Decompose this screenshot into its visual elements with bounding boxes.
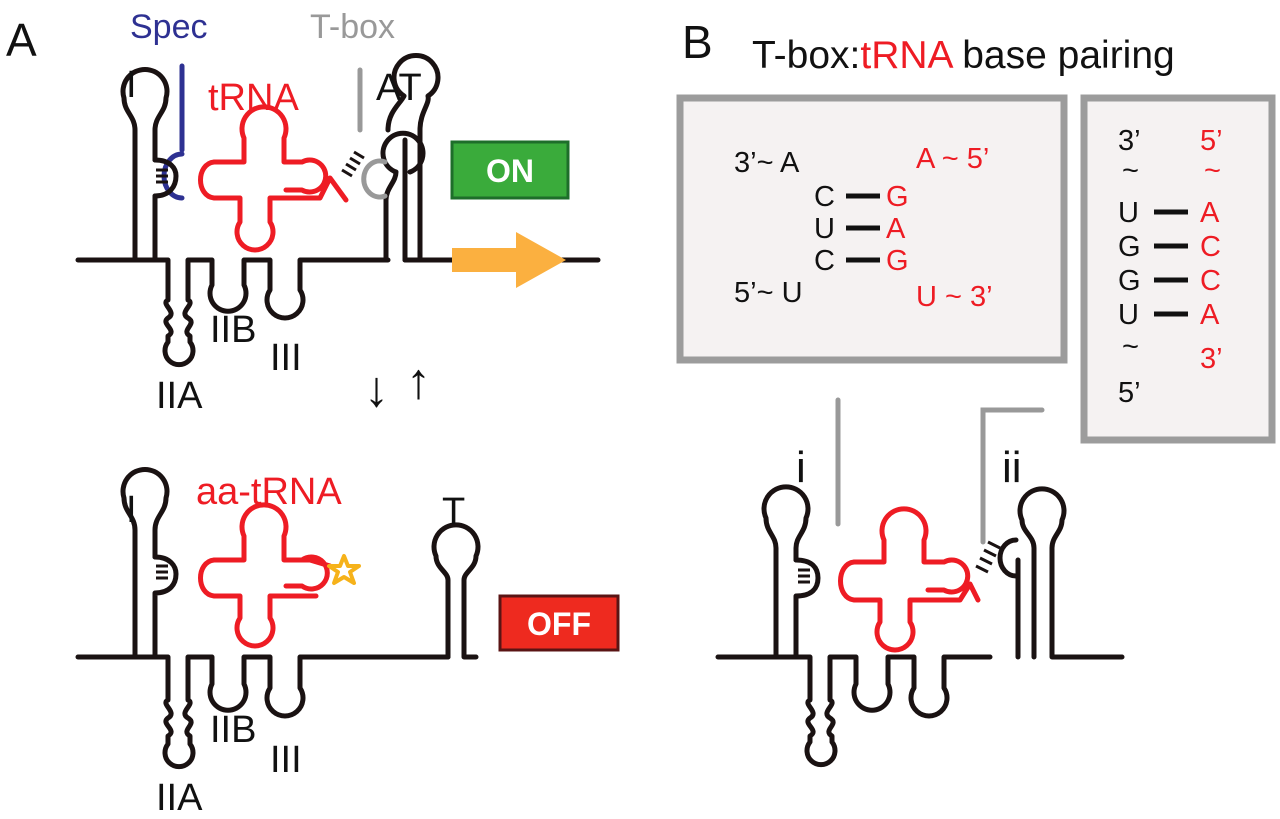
title-suffix: base pairing [951,34,1174,77]
box-ii-left-base: G [1118,265,1141,297]
box-ii-left-tilde: ~ [1122,155,1139,187]
b-spec-stem [793,557,821,660]
box-ii-right-top: 5’ [1200,125,1223,157]
top-riboswitch [75,53,601,368]
box-i-top-left: 3’~ A [734,147,800,179]
off-badge: OFF [498,594,620,652]
down-arrow: ↓ [364,361,389,417]
box-ii-left-base: U [1118,197,1139,229]
box-i-top-right: A ~ 5’ [916,143,989,175]
aminoacyl-star-icon [327,554,361,585]
box-ii-right-tilde: ~ [1204,155,1221,187]
box-ii-left-tilde-2: ~ [1122,331,1139,363]
b-lower-stems [773,654,993,768]
top-spec-stem [152,157,179,199]
box-ii-right-base: A [1200,299,1220,331]
bottom-stem-i-label: I [126,489,137,531]
panel-b-title: T-box:tRNA base pairing [752,34,1175,77]
box-i-bottom-right: U ~ 3’ [916,281,993,313]
box-ii-right-base: C [1200,265,1221,297]
bottom-lower-stems [132,654,451,770]
bottom-trna-label: aa-tRNA [196,471,342,513]
box-i-bonds [846,193,880,263]
box-ii-left-base: G [1118,231,1141,263]
box-ii-bonds [1154,209,1188,317]
box-i-bottom-left: 5’~ U [734,277,803,309]
top-stem-i [120,66,170,263]
top-trna [198,104,349,253]
b-riboswitch [715,484,1125,768]
bottom-trna [198,502,333,649]
box-ii-frame [1080,94,1276,444]
top-pairing-ticks [156,150,365,184]
top-at-stem [385,53,441,261]
title-prefix: T-box: [752,34,860,77]
on-label: ON [486,153,534,189]
b-trna [838,506,981,653]
box-ii-right-bottom: 3’ [1200,343,1223,375]
bottom-terminator-stem [431,522,481,660]
top-iib-label: IIB [210,309,256,351]
pairing-box-ii: 3’ ~ U G G U ~ 5’ 5’ ~ A C C A 3’ [1080,94,1276,444]
box-i-right-base: G [886,245,909,277]
pairing-box-i: 3’~ A A ~ 5’ 5’~ U U ~ 3’ C U C G A G [676,94,1068,364]
box-i-left-base: C [814,245,835,277]
bottom-iia-label: IIA [156,777,203,819]
bottom-iii-label: III [270,739,302,781]
box-ii-left-top: 3’ [1118,125,1141,157]
title-highlight: tRNA [860,34,953,77]
transcription-arrow [452,232,566,288]
box-i-right-base: A [886,213,906,245]
box-ii-right-base: C [1200,231,1221,263]
box-ii-left-bottom: 5’ [1118,377,1141,409]
box-i-left-base: C [814,181,835,213]
spec-label: Spec [130,8,208,46]
b-at-stem [1015,486,1125,660]
b-tbox-loop [997,537,1019,579]
up-arrow: ↑ [406,353,431,409]
top-stem-i-label: I [126,64,137,106]
top-iia-label: IIA [156,375,203,417]
box-ii-left-base: U [1118,299,1139,331]
box-i-left-base: U [814,213,835,245]
b-stem-i [715,484,811,660]
bottom-riboswitch [75,466,481,770]
top-trna-label: tRNA [208,77,299,119]
bottom-stem-i [120,466,170,660]
panel-b-letter: B [682,16,713,68]
top-at-stem-left [380,130,426,263]
pointer-ii-label: ii [1002,443,1022,492]
t-label: T [442,491,465,533]
tbox-label: T-box [310,8,395,46]
pointer-ii-line [980,407,1045,545]
at-label: AT [376,67,422,109]
on-badge: ON [450,140,570,200]
bottom-iib-label: IIB [210,709,256,751]
box-ii-right-base: A [1200,197,1220,229]
bottom-spec-stem [152,554,179,660]
pointer-i-label: i [796,443,806,492]
bottom-pairing-ticks [156,564,168,580]
b-pairing-ticks [798,540,1001,584]
box-i-right-base: G [886,181,909,213]
top-lower-stems [132,257,391,368]
panel-a-letter: A [6,14,37,66]
top-iii-label: III [270,337,302,379]
off-label: OFF [527,606,591,642]
top-tbox-loop [361,158,388,200]
